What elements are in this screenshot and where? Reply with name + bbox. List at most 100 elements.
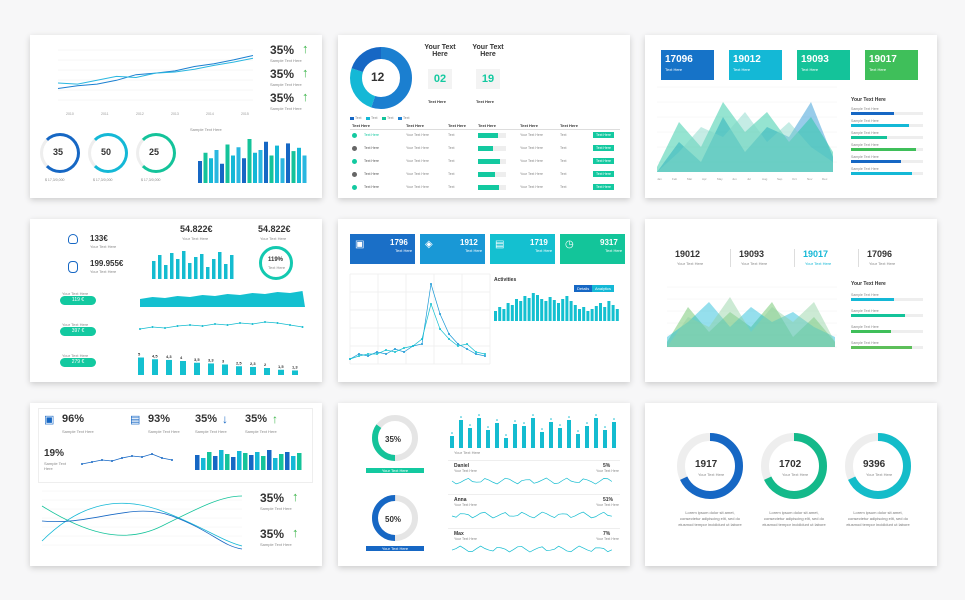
kpi-value: 19017 [869, 54, 897, 65]
kpi-card[interactable] [661, 50, 714, 80]
gauge-1-label: Your Text Here [366, 468, 424, 473]
top-bar [540, 432, 544, 448]
kpi-card[interactable] [729, 50, 782, 80]
presentation-icon: ▤ [495, 239, 505, 250]
ring-chart [677, 433, 743, 499]
series-point [349, 358, 351, 360]
trend-point [139, 328, 141, 330]
series-line [349, 302, 486, 360]
series-b-line [57, 57, 254, 85]
bar-dot [451, 432, 453, 434]
slide-finance[interactable]: 133€ Your Text Here 199.955€ Your Text H… [30, 219, 322, 382]
trend-point [239, 322, 241, 324]
slide-gauges[interactable]: 35% Your Text Here 50% Your Text Here Yo… [338, 403, 630, 566]
row-button[interactable]: Text Here [593, 132, 614, 138]
bar-label: 4 [180, 355, 183, 360]
mini-bar [291, 456, 296, 470]
bar-label: 4,3 [166, 354, 172, 359]
gauge-2-label: Your Text Here [366, 546, 424, 551]
mini-bar [158, 255, 162, 279]
side-fill [851, 298, 895, 301]
area-series [657, 102, 833, 172]
slide-waves[interactable]: 19012 Your Text Here 19093 Your Text Here 19… [645, 219, 937, 382]
month-label: Dec [822, 177, 828, 181]
analytics-button[interactable]: Analytics [592, 285, 615, 292]
value-bar [152, 359, 158, 375]
percent-label: Sample Text Here [270, 82, 302, 87]
value-bar [194, 362, 200, 375]
mini-bar [188, 263, 192, 279]
bar [291, 151, 296, 183]
kpi-card[interactable] [560, 234, 625, 264]
row-desc-2: Your Text Here [596, 503, 619, 507]
stat-a: 133€ [90, 234, 108, 243]
mini-bar [206, 267, 210, 279]
series-point [457, 345, 459, 347]
kpi-card[interactable] [865, 50, 918, 80]
mini-bar [201, 458, 206, 470]
row-button[interactable]: Text Here [593, 158, 614, 164]
activity-bar [515, 299, 518, 321]
head-title: Your Text Here [472, 44, 504, 58]
top-bar [495, 423, 499, 448]
kpi-card[interactable] [420, 234, 485, 264]
grid-line-chart [349, 273, 491, 365]
slide-sales-trend[interactable]: 2010 2011 2012 2013 2014 2015 35% ↑ Sample Text… [30, 35, 322, 198]
row-progress-fill [478, 133, 498, 138]
row-cell: Text [448, 185, 455, 189]
details-button[interactable]: Details [574, 285, 593, 292]
row-cell-2: Text [560, 133, 567, 137]
database-icon [68, 261, 78, 273]
slide-area[interactable]: 17096 Text Here 19012 Text Here 19093 Text He… [645, 35, 937, 198]
series-point [403, 351, 405, 353]
ring-paragraph: Lorem ipsum dolor sit amet, consectetur … [678, 510, 742, 527]
bar-label: 5 [138, 352, 141, 357]
mini-bar [230, 255, 234, 279]
slide-stats[interactable]: ▣ 96% Sample Text Here ▤ 93% Sample Text Here… [30, 403, 322, 566]
arrow-up-icon: ↑ [302, 89, 309, 104]
kpi-card[interactable] [350, 234, 415, 264]
bar-label: 2,3 [250, 361, 256, 366]
kpi-value: 17096 [867, 249, 893, 259]
sparkline-path [451, 477, 613, 485]
side-label: Sample Text Here [851, 155, 879, 159]
series-point [457, 343, 459, 345]
mini-bar [200, 254, 204, 279]
activity-bar [565, 296, 569, 321]
slide-table[interactable]: 12 Text Text Text Text Your Text Here 02 Text… [338, 35, 630, 198]
head-value: 02 [428, 69, 452, 89]
activity-bar [519, 301, 523, 321]
percent-value: 35% [260, 491, 285, 505]
row-button[interactable]: Text Here [593, 171, 614, 177]
top-bar [477, 418, 481, 448]
top-bar [504, 438, 508, 448]
activity-bar [548, 297, 552, 321]
bar-dot [460, 416, 462, 418]
side-fill [851, 172, 913, 175]
row-button[interactable]: Text Here [593, 184, 614, 190]
mini-bar [152, 261, 156, 279]
year-label: 2011 [101, 112, 109, 116]
kpi-card[interactable] [490, 234, 555, 264]
mini-bar [170, 253, 174, 279]
kpi-label: Text Here [801, 67, 819, 72]
mini-point [101, 459, 103, 461]
slide-rings[interactable]: 1917 Your Text Here Lorem ipsum dolor sit … [645, 403, 937, 566]
legend-swatch [366, 117, 370, 120]
mini-bar [261, 456, 266, 470]
mini-bar [243, 453, 248, 470]
slide-activities[interactable]: ▣ 1796 Text Here ◈ 1912 Text Here ▤ 1719 Text He… [338, 219, 630, 382]
bar-dot [550, 418, 552, 420]
side-fill [851, 330, 891, 333]
area-series [657, 102, 833, 172]
row-button[interactable]: Text Here [593, 145, 614, 151]
donut-segment [350, 47, 412, 109]
activity-bar [527, 298, 531, 321]
mini-bar [285, 452, 290, 470]
arrow-up-icon: ↑ [292, 525, 299, 540]
top-bar [513, 424, 517, 448]
row-name: Text Here [364, 146, 379, 150]
kpi-card[interactable] [797, 50, 850, 80]
legend-swatch [382, 117, 386, 120]
column-header: Text Here [352, 123, 370, 128]
